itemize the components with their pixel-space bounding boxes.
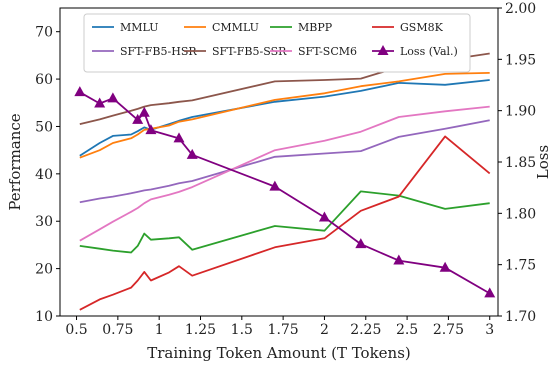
loss-point-marker [138, 106, 150, 117]
x-tick-label: 2.25 [350, 322, 381, 338]
loss-point-marker [94, 97, 106, 108]
x-tick-label: 1.75 [268, 322, 299, 338]
x-tick-label: 2.5 [396, 322, 418, 338]
loss-point-marker [107, 92, 119, 103]
y-tick-label: 70 [35, 25, 53, 41]
y2-tick-label: 1.75 [505, 258, 536, 274]
y-tick-label: 30 [35, 214, 53, 230]
loss-point-marker [269, 180, 281, 191]
loss-point-marker [484, 287, 496, 298]
loss-point-marker [74, 86, 86, 97]
legend-box [83, 13, 471, 73]
x-tick-label: 1.5 [231, 322, 253, 338]
y2-tick-label: 2.00 [505, 1, 536, 17]
legend-label: MBPP [298, 21, 333, 34]
y-tick-label: 50 [35, 119, 53, 135]
x-tick-label: 2 [320, 322, 329, 338]
loss-point-marker [355, 238, 367, 249]
legend-label: MMLU [120, 21, 159, 34]
x-tick-label: 0.75 [102, 322, 133, 338]
series-line-gsm8k [79, 135, 491, 311]
loss-point-marker [439, 261, 451, 272]
series-line-cmmlu [79, 72, 490, 159]
y-axis-label: Performance [6, 113, 24, 210]
x-tick-label: 2.75 [433, 322, 464, 338]
x-tick-label: 3 [485, 322, 494, 338]
series-line-sft-fb5-hsr [79, 119, 490, 204]
loss-point-marker [393, 254, 405, 265]
y2-tick-label: 1.85 [505, 155, 536, 171]
y-tick-label: 10 [35, 309, 53, 325]
legend-label: SFT-FB5-SSR [212, 45, 287, 58]
y2-tick-label: 1.90 [505, 104, 536, 120]
x-axis-label: Training Token Amount (T Tokens) [147, 344, 411, 362]
y2-tick-label: 1.80 [505, 206, 536, 222]
y-tick-label: 60 [35, 72, 53, 88]
legend-label: SFT-SCM6 [298, 45, 357, 58]
y-tick-label: 20 [35, 262, 53, 278]
x-tick-label: 1.25 [185, 322, 216, 338]
loss-point-marker [318, 211, 330, 222]
legend-marker [377, 45, 389, 55]
x-tick-label: 0.5 [65, 322, 87, 338]
loss-point-marker [173, 132, 185, 143]
series-line-sft-fb5-ssr [79, 52, 490, 125]
x-tick-label: 1 [155, 322, 164, 338]
loss-point-marker [186, 148, 198, 159]
legend-label: CMMLU [212, 21, 259, 34]
y2-tick-label: 1.70 [505, 309, 536, 325]
series-line-mbpp [79, 190, 490, 254]
legend-label: Loss (Val.) [400, 45, 458, 58]
series-line-sft-scm6 [79, 105, 490, 242]
legend-label: SFT-FB5-HSR [120, 45, 197, 58]
y2-tick-label: 1.95 [505, 52, 536, 68]
loss-point-marker [145, 124, 157, 135]
series-line-mmlu [79, 79, 490, 157]
y2-axis-label: Loss [534, 145, 552, 179]
y-tick-label: 40 [35, 167, 53, 183]
loss-point-marker [132, 113, 144, 124]
legend-label: GSM8K [400, 21, 444, 34]
